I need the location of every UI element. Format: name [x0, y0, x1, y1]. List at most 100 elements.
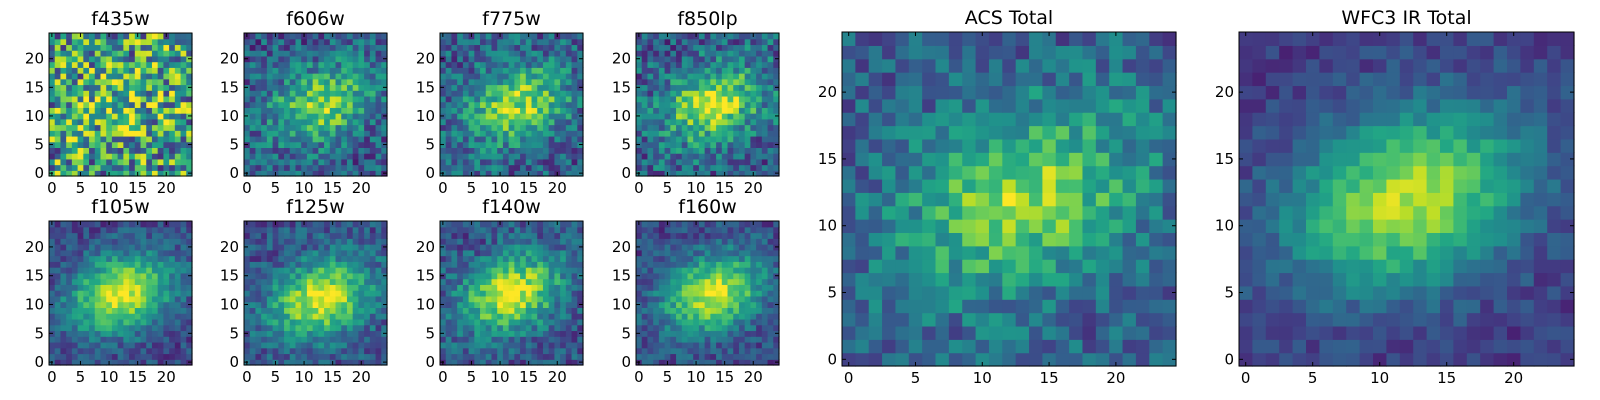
heatmap-cell	[565, 226, 573, 234]
heatmap-cell	[502, 95, 510, 103]
heatmap-cell	[548, 255, 555, 262]
heatmap-cell	[508, 90, 515, 97]
heatmap-cell	[738, 67, 746, 74]
heatmap-cell	[100, 158, 107, 166]
heatmap-cell	[531, 221, 538, 228]
heatmap-cell	[146, 353, 153, 360]
heatmap-cell	[474, 278, 481, 285]
heatmap-cell	[49, 284, 56, 291]
heatmap-cell	[312, 50, 319, 57]
heatmap-cell	[704, 290, 711, 297]
heatmap-cell	[66, 78, 73, 86]
heatmap-cell	[647, 84, 654, 91]
heatmap-cell	[474, 307, 481, 314]
heatmap-cell	[111, 118, 119, 126]
heatmap-cell	[180, 158, 187, 166]
heatmap-cell	[761, 324, 769, 332]
y-tick-label: 0	[425, 353, 435, 371]
heatmap-cell	[169, 272, 176, 280]
heatmap-cell	[244, 135, 251, 143]
heatmap-cell	[106, 267, 113, 274]
heatmap-cell	[716, 318, 723, 326]
heatmap-cell	[571, 164, 578, 171]
heatmap-cell	[244, 107, 251, 114]
heatmap-cell	[106, 301, 113, 308]
heatmap-cell	[140, 255, 147, 262]
heatmap-cell	[681, 95, 689, 103]
heatmap-cell	[369, 50, 377, 57]
heatmap-cell	[157, 255, 164, 262]
heatmap-cell	[451, 318, 458, 326]
heatmap-cell	[129, 158, 136, 166]
heatmap-cell	[134, 324, 142, 332]
heatmap-cell	[480, 359, 487, 366]
heatmap-cell	[480, 101, 487, 108]
heatmap-cell	[186, 290, 193, 297]
heatmap-cell	[647, 170, 654, 177]
y-tick-label: 5	[425, 136, 435, 154]
heatmap-cell	[146, 141, 153, 148]
heatmap-cell	[54, 135, 62, 143]
heatmap-cell	[451, 330, 458, 337]
heatmap-cell	[440, 44, 447, 51]
heatmap-cell	[146, 73, 153, 80]
heatmap-cell	[710, 67, 717, 74]
heatmap-cell	[554, 164, 561, 171]
y-tick-label: 20	[25, 238, 44, 256]
heatmap-cell	[767, 359, 774, 366]
heatmap-cell	[480, 261, 487, 268]
heatmap-cell	[106, 272, 113, 280]
heatmap-cell	[676, 135, 683, 143]
heatmap-cell	[727, 153, 734, 160]
heatmap-cell	[542, 238, 550, 245]
heatmap-cell	[548, 147, 555, 154]
heatmap-cell	[727, 301, 734, 308]
heatmap-cell	[508, 226, 515, 234]
heatmap-cell	[462, 232, 470, 239]
heatmap-cell	[641, 295, 649, 303]
heatmap-cell	[278, 290, 285, 297]
heatmap-cell	[698, 153, 706, 160]
x-tick-label: 15	[715, 179, 734, 197]
heatmap-cell	[497, 38, 504, 46]
heatmap-cell	[658, 318, 666, 326]
heatmap-cell	[100, 301, 107, 308]
heatmap-cell	[261, 249, 268, 257]
heatmap-cell	[710, 101, 717, 108]
heatmap-cell	[358, 55, 365, 63]
heatmap-cell	[174, 170, 182, 177]
heatmap-cell	[554, 130, 561, 137]
heatmap-cell	[560, 255, 567, 262]
heatmap-cell	[312, 249, 319, 257]
heatmap-cell	[94, 38, 102, 46]
heatmap-cell	[375, 313, 382, 320]
heatmap-cell	[335, 301, 342, 308]
heatmap-cell	[721, 341, 729, 349]
heatmap-cell	[761, 153, 769, 160]
heatmap-cell	[491, 313, 498, 320]
heatmap-cell	[140, 313, 147, 320]
heatmap-cell	[658, 164, 666, 171]
heatmap-cell	[738, 90, 746, 97]
heatmap-cell	[565, 84, 573, 91]
heatmap-cell	[266, 238, 274, 245]
heatmap-cell	[462, 295, 470, 303]
heatmap-cell	[369, 295, 377, 303]
heatmap-cell	[174, 38, 182, 46]
heatmap-cell	[100, 124, 107, 131]
heatmap-cell	[134, 238, 142, 245]
heatmap-cell	[163, 336, 170, 343]
heatmap-cell	[358, 249, 365, 257]
heatmap-cell	[474, 290, 481, 297]
heatmap-cell	[66, 226, 73, 234]
heatmap-cell	[767, 290, 774, 297]
heatmap-cell	[77, 284, 84, 291]
heatmap-cell	[474, 141, 481, 148]
heatmap-cell	[445, 101, 453, 108]
y-tick-label: 10	[25, 296, 44, 314]
heatmap-cell	[440, 107, 447, 114]
heatmap-cell	[520, 301, 527, 308]
heatmap-cell	[244, 295, 251, 303]
heatmap-cell	[163, 78, 170, 86]
heatmap-cell	[335, 147, 342, 154]
